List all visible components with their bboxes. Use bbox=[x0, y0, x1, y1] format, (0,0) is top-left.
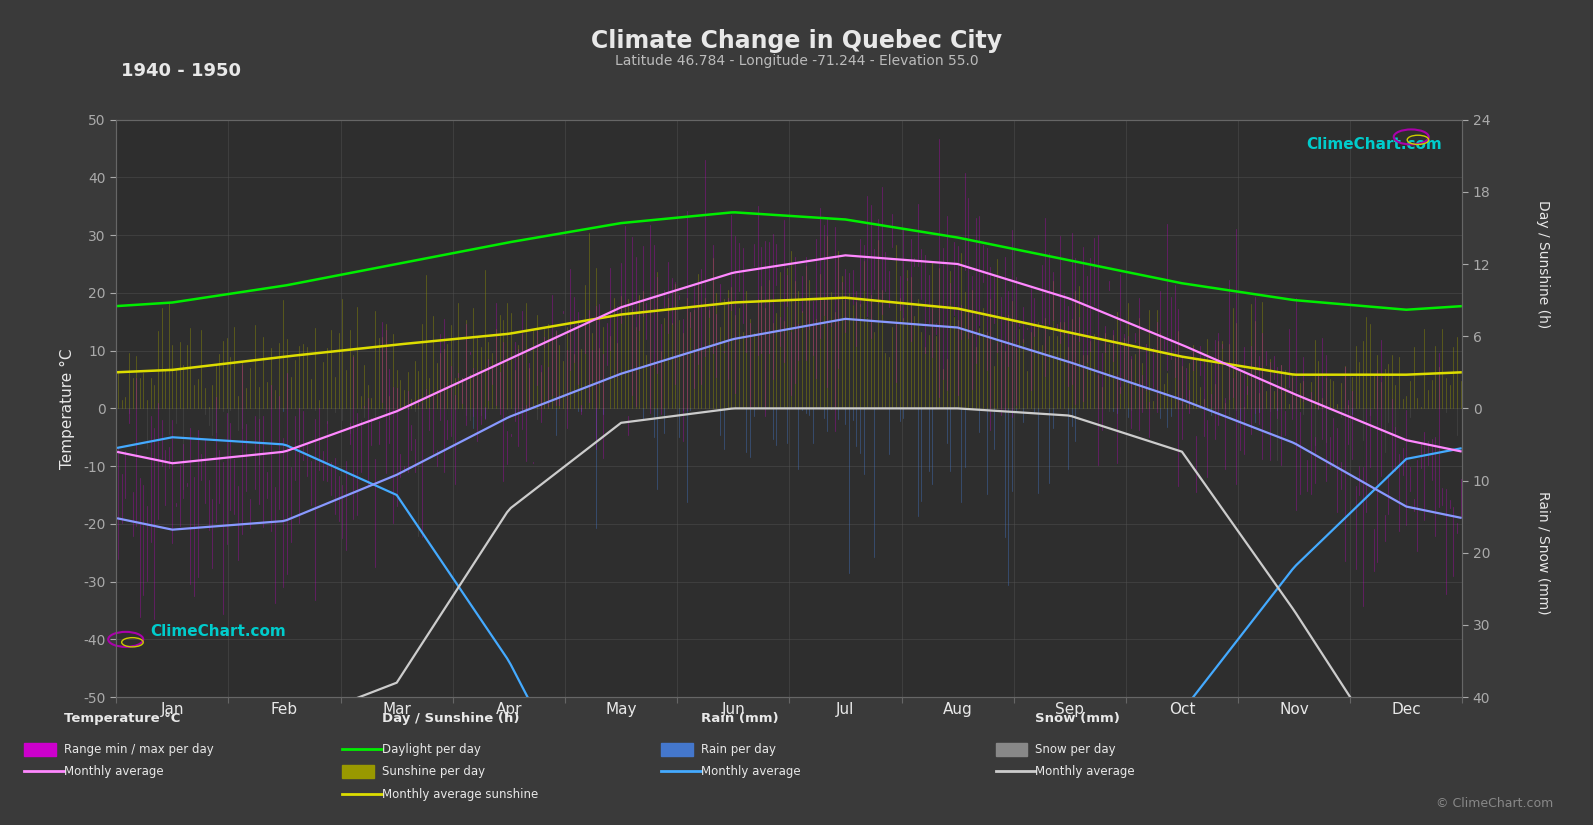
Text: Day / Sunshine (h): Day / Sunshine (h) bbox=[382, 712, 519, 725]
Text: Snow per day: Snow per day bbox=[1035, 743, 1117, 757]
Text: Monthly average sunshine: Monthly average sunshine bbox=[382, 788, 538, 801]
Text: Day / Sunshine (h): Day / Sunshine (h) bbox=[1536, 200, 1550, 328]
Text: Daylight per day: Daylight per day bbox=[382, 743, 481, 757]
Text: Monthly average: Monthly average bbox=[64, 766, 164, 779]
Text: Monthly average: Monthly average bbox=[701, 766, 801, 779]
Text: ClimeChart.com: ClimeChart.com bbox=[150, 625, 285, 639]
Text: 1940 - 1950: 1940 - 1950 bbox=[121, 62, 241, 80]
Text: Sunshine per day: Sunshine per day bbox=[382, 766, 486, 779]
Y-axis label: Temperature °C: Temperature °C bbox=[61, 348, 75, 469]
Text: Temperature °C: Temperature °C bbox=[64, 712, 180, 725]
Text: Monthly average: Monthly average bbox=[1035, 766, 1136, 779]
Text: Latitude 46.784 - Longitude -71.244 - Elevation 55.0: Latitude 46.784 - Longitude -71.244 - El… bbox=[615, 54, 978, 68]
Text: Snow (mm): Snow (mm) bbox=[1035, 712, 1120, 725]
Text: Rain per day: Rain per day bbox=[701, 743, 776, 757]
Text: © ClimeChart.com: © ClimeChart.com bbox=[1435, 797, 1553, 810]
Text: Rain (mm): Rain (mm) bbox=[701, 712, 779, 725]
Text: Rain / Snow (mm): Rain / Snow (mm) bbox=[1536, 491, 1550, 615]
Text: Climate Change in Quebec City: Climate Change in Quebec City bbox=[591, 29, 1002, 53]
Text: ClimeChart.com: ClimeChart.com bbox=[1306, 137, 1442, 152]
Text: Range min / max per day: Range min / max per day bbox=[64, 743, 213, 757]
